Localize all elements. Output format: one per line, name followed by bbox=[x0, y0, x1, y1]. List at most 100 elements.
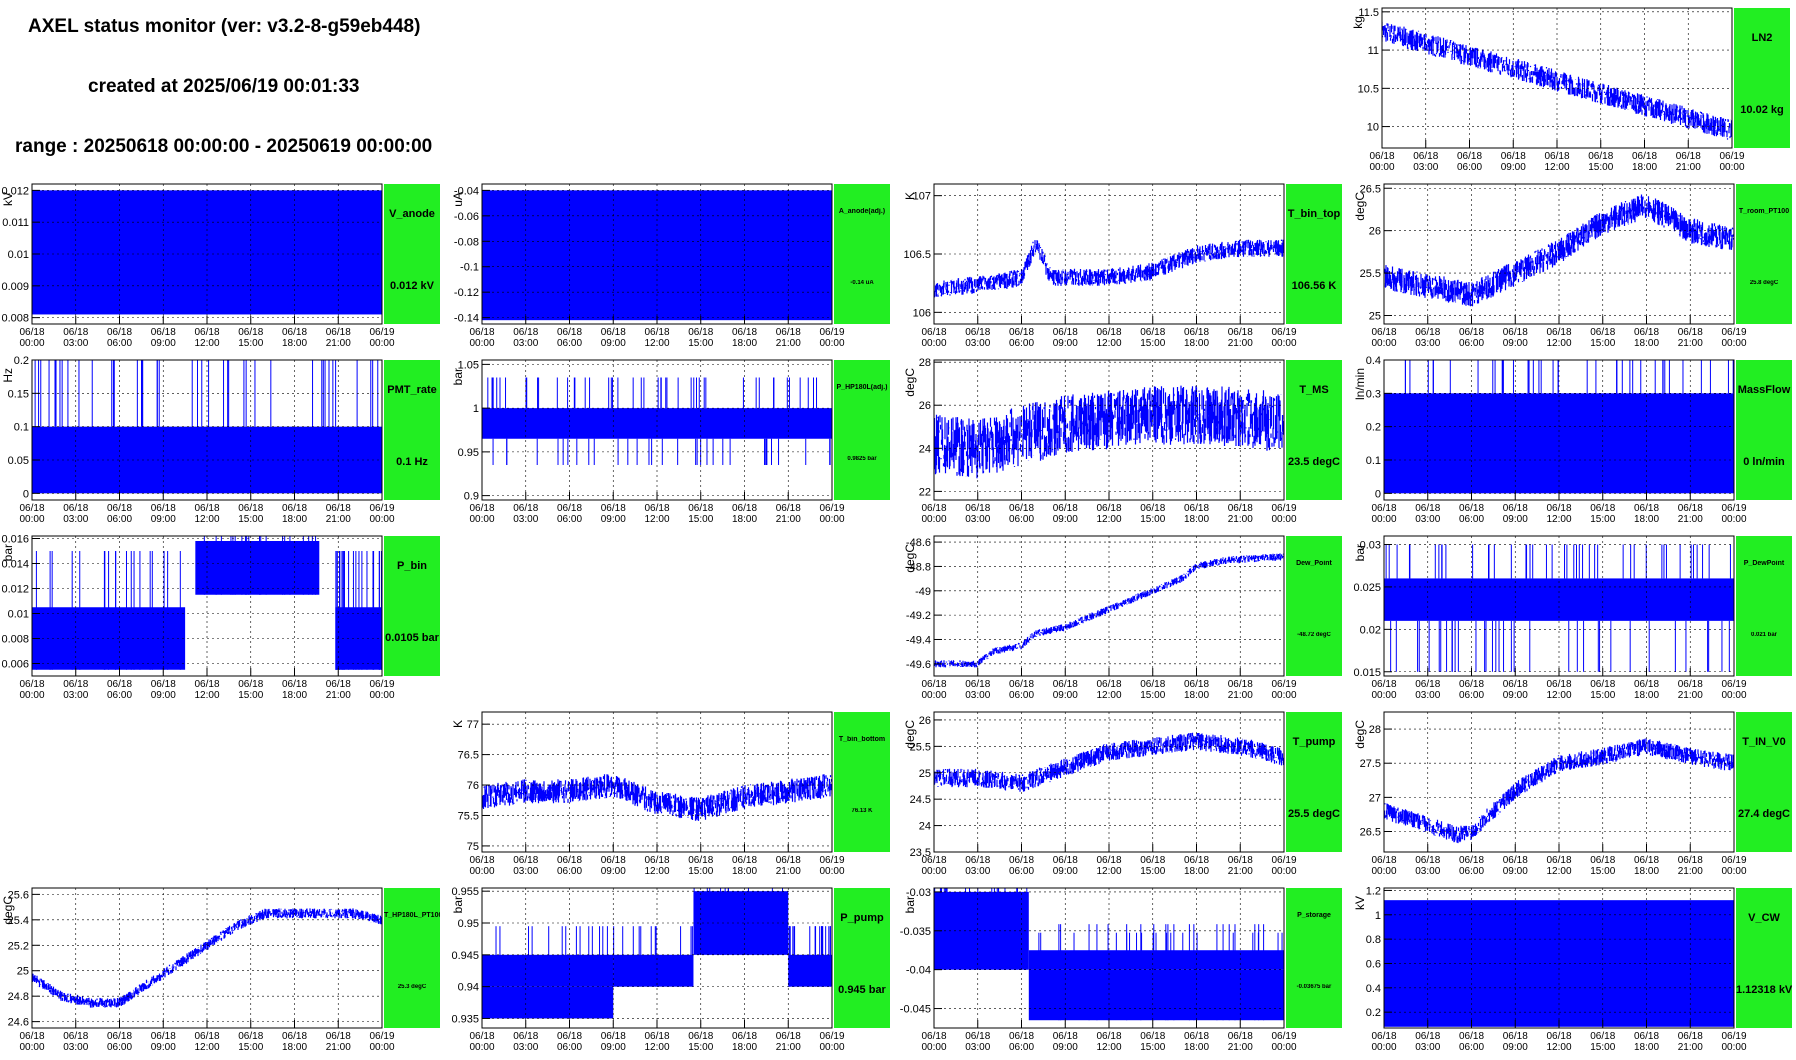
x-tick-time: 09:00 bbox=[601, 866, 626, 877]
plot-area bbox=[1382, 21, 1732, 140]
x-tick-time: 18:00 bbox=[1634, 514, 1659, 525]
x-tick-date: 06/19 bbox=[1271, 855, 1296, 866]
chart-svg: -48.6-48.8-49-49.2-49.4-49.606/1800:0006… bbox=[903, 535, 1297, 701]
x-tick-time: 09:00 bbox=[1053, 690, 1078, 701]
x-tick-time: 00:00 bbox=[1271, 1042, 1296, 1053]
chart-svg: 0.20.150.10.05006/1800:0006/1803:0006/18… bbox=[1, 355, 395, 525]
x-tick-time: 06:00 bbox=[1009, 866, 1034, 877]
x-tick-date: 06/18 bbox=[238, 1031, 263, 1042]
plot-area bbox=[32, 190, 382, 315]
data-trace bbox=[482, 774, 832, 821]
x-tick-time: 00:00 bbox=[469, 338, 494, 349]
x-tick-date: 06/18 bbox=[63, 327, 88, 338]
x-tick-date: 06/18 bbox=[1053, 1031, 1078, 1042]
x-tick-date: 06/18 bbox=[732, 855, 757, 866]
x-tick-date: 06/18 bbox=[1503, 1031, 1528, 1042]
x-tick-time: 12:00 bbox=[1546, 338, 1571, 349]
y-tick-label: 28 bbox=[1369, 724, 1381, 736]
y-tick-label: 0.014 bbox=[1, 559, 29, 571]
chart-panel-p_bin: 0.016 0.014 0.012 0.01 0.008 0.006 06/18 00:00 0… bbox=[1, 534, 442, 701]
x-tick-date: 06/18 bbox=[1413, 151, 1438, 162]
y-tick-label: -48.8 bbox=[906, 561, 931, 573]
x-tick-date: 06/18 bbox=[326, 1031, 351, 1042]
data-band bbox=[482, 408, 832, 439]
chart-svg: 2826242206/1800:0006/1803:0006/1806:0006… bbox=[903, 357, 1297, 525]
x-tick-date: 06/18 bbox=[1546, 679, 1571, 690]
x-tick-time: 00:00 bbox=[1271, 866, 1296, 877]
x-tick-time: 15:00 bbox=[1590, 866, 1615, 877]
y-tick-label: 0.95 bbox=[458, 447, 479, 459]
badge-value: -0.03675 bar bbox=[1296, 984, 1332, 990]
y-tick-label: -49.4 bbox=[906, 634, 931, 646]
y-tick-label: 25.6 bbox=[8, 889, 29, 901]
x-tick-time: 18:00 bbox=[282, 1042, 307, 1053]
y-axis-label: bar bbox=[451, 896, 465, 913]
data-block bbox=[195, 541, 320, 595]
chart-svg: -0.03-0.035-0.04-0.04506/1800:0006/1803:… bbox=[900, 887, 1297, 1053]
y-axis-label: kV bbox=[1353, 896, 1367, 910]
x-tick-date: 06/18 bbox=[1678, 1031, 1703, 1042]
x-tick-date: 06/18 bbox=[601, 503, 626, 514]
x-tick-date: 06/18 bbox=[194, 327, 219, 338]
y-tick-label: 0.95 bbox=[458, 918, 479, 930]
y-tick-label: 28 bbox=[919, 357, 931, 369]
data-trace bbox=[1384, 738, 1734, 844]
y-tick-label: 76 bbox=[467, 780, 479, 792]
y-tick-label: 0.9 bbox=[464, 491, 479, 503]
x-tick-date: 06/18 bbox=[1678, 503, 1703, 514]
chart-panel-p_hp180l: 1.05 1 0.95 0.9 06/18 00:00 06/18 03:00 06/18 06:… bbox=[451, 359, 892, 525]
badge-name: T_HP180L_PT100 bbox=[384, 912, 440, 919]
badge-name: T_IN_V0 bbox=[1742, 736, 1786, 748]
x-tick-time: 12:00 bbox=[644, 1042, 669, 1053]
data-trace bbox=[1382, 21, 1732, 140]
x-tick-date: 06/18 bbox=[1184, 855, 1209, 866]
x-tick-time: 12:00 bbox=[1546, 690, 1571, 701]
chart-svg: 0.0160.0140.0120.010.0080.00606/1800:000… bbox=[1, 534, 395, 702]
y-tick-label: 0.1 bbox=[1366, 455, 1381, 467]
data-block bbox=[613, 954, 694, 987]
x-tick-date: 06/18 bbox=[1676, 151, 1701, 162]
y-axis-label: kg bbox=[1351, 16, 1365, 29]
status-badge: T_bin_top 106.56 K bbox=[1286, 184, 1342, 324]
x-tick-date: 06/18 bbox=[1459, 1031, 1484, 1042]
x-tick-time: 21:00 bbox=[326, 690, 351, 701]
y-tick-label: -0.04 bbox=[454, 185, 479, 197]
x-tick-date: 06/18 bbox=[19, 503, 44, 514]
x-tick-time: 03:00 bbox=[63, 690, 88, 701]
x-tick-time: 09:00 bbox=[601, 338, 626, 349]
y-axis-label: ln/min bbox=[1353, 368, 1367, 400]
y-tick-label: 25 bbox=[919, 768, 931, 780]
x-tick-date: 06/19 bbox=[1721, 1031, 1746, 1042]
x-tick-time: 00:00 bbox=[1721, 690, 1746, 701]
x-tick-time: 21:00 bbox=[326, 338, 351, 349]
y-axis-label: degC bbox=[903, 368, 917, 397]
x-tick-time: 18:00 bbox=[732, 514, 757, 525]
y-tick-label: 0.4 bbox=[1366, 355, 1381, 367]
x-tick-time: 03:00 bbox=[1415, 866, 1440, 877]
x-tick-time: 18:00 bbox=[282, 338, 307, 349]
y-tick-label: -49.6 bbox=[906, 659, 931, 671]
x-tick-date: 06/18 bbox=[644, 855, 669, 866]
x-tick-date: 06/19 bbox=[1271, 679, 1296, 690]
x-tick-date: 06/18 bbox=[921, 855, 946, 866]
x-tick-date: 06/18 bbox=[1184, 1031, 1209, 1042]
x-tick-date: 06/18 bbox=[1503, 503, 1528, 514]
x-tick-date: 06/18 bbox=[601, 1031, 626, 1042]
y-tick-label: 0.012 bbox=[1, 584, 29, 596]
x-tick-date: 06/18 bbox=[1415, 503, 1440, 514]
x-tick-date: 06/18 bbox=[1009, 327, 1034, 338]
y-tick-label: 0.6 bbox=[1366, 958, 1381, 970]
x-tick-time: 00:00 bbox=[369, 514, 394, 525]
data-band bbox=[1384, 393, 1734, 494]
x-tick-time: 06:00 bbox=[557, 514, 582, 525]
x-tick-date: 06/18 bbox=[1634, 1031, 1659, 1042]
x-tick-date: 06/18 bbox=[1053, 327, 1078, 338]
x-tick-date: 06/18 bbox=[776, 503, 801, 514]
x-tick-time: 21:00 bbox=[1228, 338, 1253, 349]
x-tick-time: 09:00 bbox=[1503, 690, 1528, 701]
x-tick-date: 06/18 bbox=[238, 679, 263, 690]
badge-value: 25.5 degC bbox=[1288, 808, 1340, 820]
x-tick-time: 00:00 bbox=[1721, 1042, 1746, 1053]
status-badge: V_CW 1.12318 kV bbox=[1736, 888, 1792, 1028]
x-tick-date: 06/18 bbox=[513, 855, 538, 866]
